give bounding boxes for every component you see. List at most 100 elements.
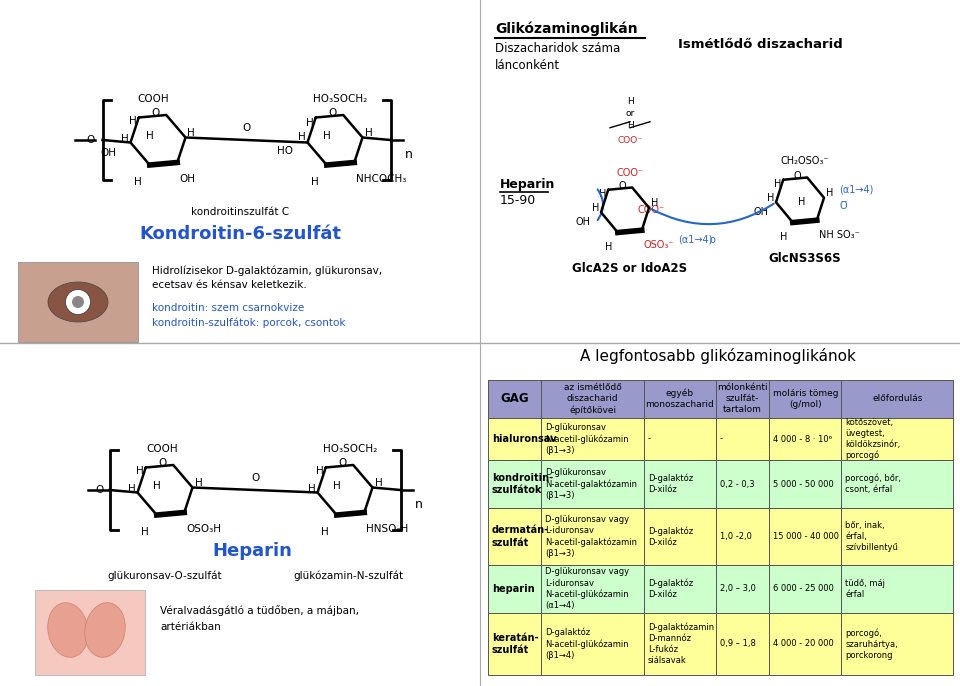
Text: OSO₃H: OSO₃H [186, 525, 221, 534]
Text: 6 000 - 25 000: 6 000 - 25 000 [774, 584, 834, 593]
Text: O̅: O̅ [839, 201, 847, 211]
Text: H: H [187, 128, 195, 137]
Text: H: H [311, 177, 319, 187]
Ellipse shape [48, 282, 108, 322]
Text: H: H [333, 481, 341, 491]
Text: az ismétlődő
diszacharid
építőkövei: az ismétlődő diszacharid építőkövei [564, 383, 621, 415]
Bar [488, 460, 541, 508]
Bar [716, 460, 769, 508]
Text: H: H [599, 189, 606, 199]
Text: HO: HO [277, 145, 294, 156]
Bar [769, 565, 841, 613]
Bar [644, 460, 716, 508]
Text: O: O [152, 108, 159, 118]
Text: D-glükuronsav
N-acetil-galaktózamin
(β1→3): D-glükuronsav N-acetil-galaktózamin (β1→… [545, 468, 637, 500]
Text: glükuronsav-O-szulfát: glükuronsav-O-szulfát [108, 571, 223, 581]
Text: A legfontosabb glikózaminoglikánok: A legfontosabb glikózaminoglikánok [580, 348, 856, 364]
Text: egyéb
monoszacharid: egyéb monoszacharid [645, 388, 714, 409]
Text: n: n [415, 498, 422, 511]
Text: H: H [799, 197, 805, 207]
Bar [541, 613, 644, 675]
Text: tüdő, máj
érfal: tüdő, máj érfal [846, 579, 885, 599]
Text: Diszacharidok száma
lánconként: Diszacharidok száma lánconként [495, 42, 620, 72]
Text: O: O [338, 458, 347, 469]
Text: -: - [720, 434, 723, 444]
Text: OH: OH [180, 174, 195, 185]
Text: H: H [136, 466, 144, 477]
Text: GlcA2S or IdoA2S: GlcA2S or IdoA2S [572, 262, 687, 275]
Bar [488, 565, 541, 613]
Text: kondroitin-
szulfátok: kondroitin- szulfátok [492, 473, 553, 495]
Text: (α1→4): (α1→4) [839, 185, 874, 195]
Text: H: H [128, 484, 135, 493]
Bar [716, 565, 769, 613]
Bar [541, 508, 644, 565]
Text: 4 000 - 20 000: 4 000 - 20 000 [774, 639, 834, 648]
Text: H: H [606, 242, 612, 252]
Bar [644, 418, 716, 460]
Text: COO⁻: COO⁻ [616, 168, 643, 178]
Ellipse shape [48, 603, 88, 657]
Text: ecetsav és kénsav keletkezik.: ecetsav és kénsav keletkezik. [152, 280, 307, 290]
Text: H: H [374, 477, 382, 488]
Text: O: O [242, 123, 251, 133]
Bar [35, 590, 145, 675]
Text: D-glükuronsav vagy
L-iduronsav
N-acetil-glükózamin
(α1→4): D-glükuronsav vagy L-iduronsav N-acetil-… [545, 567, 630, 611]
Bar [716, 380, 769, 418]
Text: OH: OH [576, 217, 591, 227]
Text: 4 000 - 8 · 10⁶: 4 000 - 8 · 10⁶ [774, 434, 832, 444]
Text: H: H [154, 481, 161, 491]
Text: GlcNS3S6S: GlcNS3S6S [769, 252, 841, 265]
Bar [541, 460, 644, 508]
Text: O: O [86, 135, 94, 145]
Bar [841, 380, 953, 418]
Text: D-galaktóz
N-acetil-glükózamin
(β1→4): D-galaktóz N-acetil-glükózamin (β1→4) [545, 628, 629, 660]
Text: 2,0 – 3,0: 2,0 – 3,0 [720, 584, 756, 593]
Bar [541, 418, 644, 460]
Ellipse shape [72, 296, 84, 308]
Text: H: H [134, 177, 142, 187]
Bar [769, 613, 841, 675]
Text: COOH: COOH [137, 93, 169, 104]
Text: D-galaktóz
D-xilóz: D-galaktóz D-xilóz [648, 474, 693, 495]
Text: O: O [793, 171, 801, 180]
Bar [769, 508, 841, 565]
Text: moláris tömeg
(g/mol): moláris tömeg (g/mol) [773, 389, 838, 409]
Text: Heparin: Heparin [212, 543, 292, 560]
Text: porcogó, bőr,
csont, érfal: porcogó, bőr, csont, érfal [846, 474, 901, 495]
Text: 0,2 - 0,3: 0,2 - 0,3 [720, 480, 755, 488]
Bar [841, 565, 953, 613]
Bar [488, 508, 541, 565]
Bar [841, 613, 953, 675]
Bar [644, 565, 716, 613]
Bar [541, 380, 644, 418]
Text: O: O [618, 180, 626, 191]
Text: H: H [195, 477, 203, 488]
Text: or: or [625, 109, 635, 118]
Text: -O: -O [92, 485, 105, 495]
Text: OSO₃⁻: OSO₃⁻ [644, 240, 674, 250]
Text: porcogó,
szaruhártya,
porckorong: porcogó, szaruhártya, porckorong [846, 628, 899, 660]
Text: OH: OH [753, 207, 768, 217]
Text: H: H [141, 527, 149, 537]
Text: Véralvadásgátló a tüdőben, a májban,: Véralvadásgátló a tüdőben, a májban, [160, 605, 359, 616]
Ellipse shape [84, 603, 125, 657]
Text: NHCOCH₃: NHCOCH₃ [356, 174, 407, 185]
Text: H: H [826, 188, 833, 198]
Text: H: H [780, 233, 788, 242]
Text: Kondroitin-6-szulfát: Kondroitin-6-szulfát [139, 225, 341, 243]
Bar [769, 418, 841, 460]
Bar [541, 565, 644, 613]
Text: 1,0 -2,0: 1,0 -2,0 [720, 532, 752, 541]
Text: H: H [365, 128, 372, 137]
Text: keratán-
szulfát: keratán- szulfát [492, 632, 539, 655]
Text: kötőszövet,
üvegtest,
köldökzsinór,
porcogó: kötőszövet, üvegtest, köldökzsinór, porc… [846, 418, 900, 460]
Text: D-galaktóz
D-xilóz: D-galaktóz D-xilóz [648, 579, 693, 600]
Text: -: - [648, 434, 651, 444]
Text: H: H [627, 121, 634, 130]
Text: O: O [158, 458, 167, 469]
Bar [716, 613, 769, 675]
Text: O: O [328, 108, 337, 118]
Text: Glikózaminoglikán: Glikózaminoglikán [495, 22, 637, 36]
Text: H: H [627, 97, 634, 106]
